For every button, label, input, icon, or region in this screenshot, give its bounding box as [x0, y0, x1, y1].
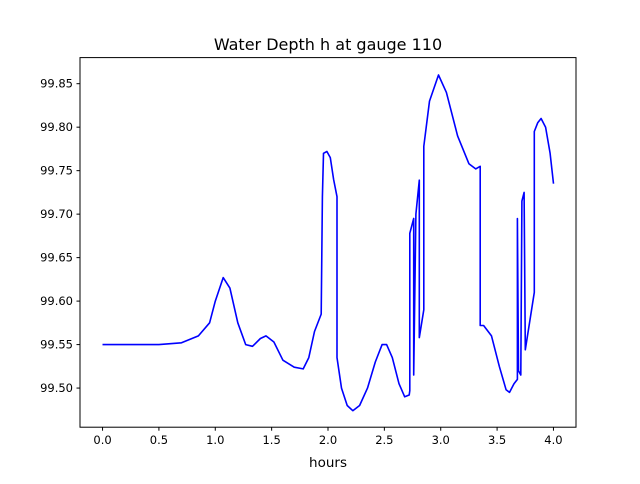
x-tick-label: 3.0 [432, 433, 450, 447]
y-tick-label: 99.65 [40, 251, 73, 265]
y-tick-label: 99.75 [40, 164, 73, 178]
x-tick-label: 4.0 [544, 433, 562, 447]
y-axis: 99.50 99.55 99.60 99.65 99.70 99.75 99.80 99.85 [40, 77, 80, 395]
series-line-h [102, 74, 555, 412]
y-tick-label: 99.60 [40, 294, 73, 308]
x-tick-label: 1.0 [206, 433, 224, 447]
chart-title: Water Depth h at gauge 110 [214, 35, 442, 54]
x-axis: 0.0 0.5 1.0 1.5 2.0 2.5 3.0 3.5 4.0 [93, 427, 563, 447]
x-tick-label: 0.5 [150, 433, 168, 447]
x-tick-label: 3.5 [488, 433, 506, 447]
x-tick-label: 0.0 [93, 433, 111, 447]
y-tick-label: 99.85 [40, 77, 73, 91]
x-tick-label: 2.0 [319, 433, 337, 447]
plot-area [102, 74, 555, 412]
x-axis-label: hours [309, 455, 347, 471]
y-tick-label: 99.55 [40, 338, 73, 352]
axes-frame [79, 57, 577, 428]
y-tick-label: 99.80 [40, 120, 73, 134]
y-tick-label: 99.50 [40, 381, 73, 395]
x-tick-label: 2.5 [375, 433, 393, 447]
y-tick-label: 99.70 [40, 207, 73, 221]
x-tick-label: 1.5 [262, 433, 280, 447]
